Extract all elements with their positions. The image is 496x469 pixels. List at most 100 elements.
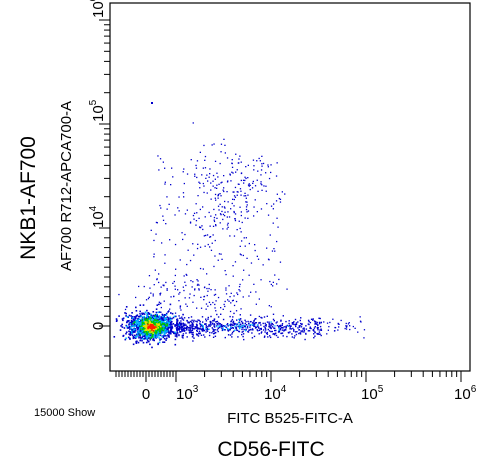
event-dot: [165, 339, 167, 341]
event-dot: [156, 317, 159, 319]
event-dot: [150, 331, 153, 333]
event-dot: [140, 329, 142, 332]
event-dot: [211, 242, 213, 244]
event-dot: [210, 182, 212, 184]
y-tick-label-1e6: 106: [88, 0, 107, 18]
event-dot: [240, 254, 242, 256]
event-dot: [260, 174, 262, 176]
event-dot: [157, 330, 159, 332]
event-dot: [172, 331, 175, 333]
event-dot: [156, 329, 159, 332]
event-dot: [134, 331, 136, 333]
event-dot: [316, 321, 318, 324]
event-dot: [219, 323, 221, 325]
event-dot: [220, 182, 222, 184]
event-dot: [141, 334, 144, 336]
event-dot: [235, 327, 238, 330]
event-dot: [152, 316, 154, 318]
event-dot: [318, 322, 321, 325]
event-dot: [345, 325, 347, 327]
event-dot: [259, 328, 261, 330]
event-dot: [271, 250, 274, 252]
event-dot: [191, 286, 193, 288]
event-dot: [225, 289, 227, 291]
event-dot: [160, 324, 162, 327]
event-dot: [214, 289, 216, 291]
event-dot: [283, 329, 285, 331]
event-dot: [222, 325, 224, 327]
event-dot: [305, 328, 308, 330]
event-dot: [199, 226, 201, 228]
event-dot: [234, 196, 237, 198]
event-dot: [243, 328, 245, 331]
event-dot: [169, 323, 172, 325]
event-dot: [166, 208, 168, 210]
event-dot: [157, 155, 159, 157]
event-dot: [192, 328, 195, 330]
event-dot: [238, 220, 240, 222]
event-dot: [260, 181, 262, 183]
event-dot: [192, 325, 194, 328]
event-dot: [160, 328, 163, 331]
event-dot: [174, 285, 176, 287]
event-dot: [128, 330, 130, 333]
event-dot: [171, 320, 173, 323]
event-dot: [190, 329, 192, 332]
event-dot: [130, 325, 132, 328]
event-dot: [143, 337, 146, 340]
event-dot: [223, 175, 225, 177]
event-dot: [233, 198, 235, 201]
event-dot: [303, 331, 305, 333]
event-dot: [171, 327, 173, 329]
event-dot: [239, 155, 241, 157]
event-dot: [237, 336, 239, 338]
event-dot: [307, 319, 310, 322]
event-dot: [205, 331, 207, 333]
event-dot: [215, 310, 217, 312]
event-dot: [214, 193, 217, 196]
event-dot: [148, 313, 151, 315]
event-dot: [227, 211, 229, 213]
event-dot: [185, 303, 187, 305]
event-dot: [272, 281, 274, 283]
event-dot: [125, 324, 128, 327]
event-dot: [317, 324, 319, 326]
event-dot: [145, 329, 148, 331]
event-dot: [214, 255, 216, 257]
event-dot: [186, 336, 188, 338]
event-dot: [213, 294, 216, 296]
event-dot: [222, 213, 225, 216]
event-dot: [357, 331, 359, 333]
event-dot: [235, 329, 238, 331]
event-dot: [218, 253, 221, 255]
event-dot: [263, 316, 266, 318]
event-dot: [167, 311, 169, 313]
event-dot: [189, 293, 191, 295]
event-dot: [150, 316, 153, 318]
event-dot: [245, 177, 247, 180]
event-dot: [210, 249, 213, 251]
event-dot: [128, 322, 131, 324]
event-dot: [176, 331, 178, 333]
event-dot: [264, 326, 266, 329]
event-dot: [202, 182, 204, 185]
event-dot: [164, 254, 166, 256]
event-dot: [212, 180, 214, 182]
event-dot: [251, 187, 254, 189]
event-dot: [212, 234, 214, 236]
event-dot: [121, 326, 124, 328]
event-dot: [303, 328, 305, 330]
event-dot: [138, 333, 140, 335]
event-dot: [165, 335, 167, 337]
event-dot: [213, 265, 215, 268]
event-dot: [193, 328, 196, 330]
event-dot: [249, 326, 251, 328]
event-dot: [223, 138, 225, 140]
event-dot: [124, 308, 127, 311]
event-dot: [183, 317, 186, 319]
event-dot: [177, 289, 179, 291]
event-dot: [153, 253, 155, 255]
event-dot: [244, 330, 247, 332]
event-dot: [220, 143, 223, 145]
event-dot: [186, 173, 189, 175]
